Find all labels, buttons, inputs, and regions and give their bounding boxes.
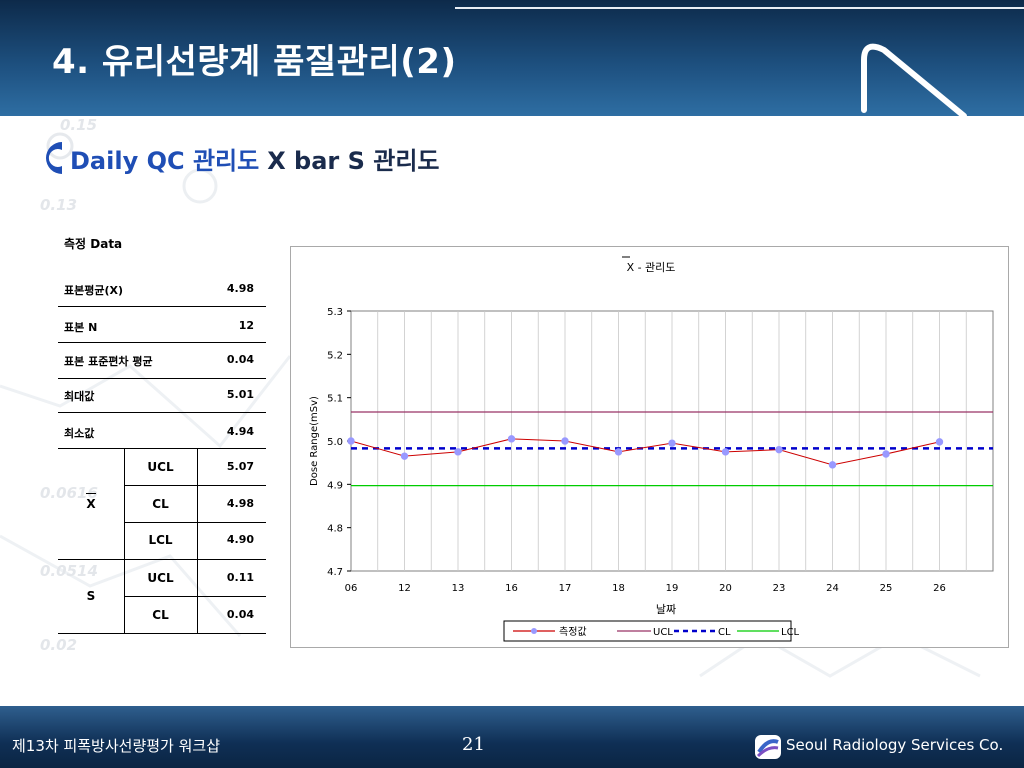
table-heading: 측정 Data [64,237,123,251]
x-tick-label: 06 [345,583,358,594]
y-tick-label: 4.7 [327,567,343,578]
y-tick-label: 4.8 [327,524,343,535]
x-tick-label: 24 [826,583,839,594]
s-cl-row: CL 0.04 [124,597,266,633]
x-tick-label: 12 [398,583,411,594]
x-tick-label: 16 [505,583,518,594]
xbar-group-label: X [86,497,96,511]
legend-label: CL [718,627,731,638]
limit-value: 0.04 [226,608,254,621]
table-row: 표본평균(X) 4.98 [58,266,266,307]
legend-label: UCL [653,627,673,638]
row-label: 표본 N [64,321,98,334]
x-axis-title: 날짜 [656,603,676,616]
table-divider [124,449,125,559]
legend-label: 측정값 [559,626,587,638]
row-value: 12 [238,319,254,332]
limit-value: 0.11 [226,571,254,584]
data-point [561,437,569,445]
background-number: 0.15 [60,116,98,134]
background-number: 0.0616 [40,484,98,502]
x-tick-label: 25 [880,583,893,594]
section-heading: Daily QC 관리도 X bar S 관리도 [36,138,440,178]
data-point [614,448,623,456]
data-point [454,448,462,456]
legend-label: LCL [781,627,800,638]
limit-value: 5.07 [226,460,254,473]
limit-label: CL [152,497,169,511]
data-point [721,448,730,456]
data-point [668,439,676,447]
y-axis-title: Dose Range(mSv) [309,396,320,486]
xbar-cl-row: CL 4.98 [124,486,266,523]
xbar-lcl-row: LCL 4.90 [124,522,266,558]
company-logo-icon [755,735,781,759]
s-group-label: S [86,589,96,603]
table-row: 최소값 4.94 [58,413,266,449]
x-tick-label: 19 [666,583,679,594]
data-point [507,435,516,443]
background-number: 0.02 [40,636,78,654]
xbar-overline [86,493,96,494]
limit-value: 4.98 [226,497,254,510]
table-row: 표본 N 12 [58,307,266,343]
limit-label: UCL [147,460,174,474]
row-value: 5.01 [226,388,254,401]
table-row: 표본 표준편차 평균 0.04 [58,343,266,379]
table-divider [197,449,198,559]
row-label: 표본평균(X) [64,284,124,297]
row-value: 4.94 [226,425,254,438]
slide-title: 4. 유리선량계 품질관리(2) [52,42,457,82]
limit-label: CL [152,608,169,622]
s-ucl-row: UCL 0.11 [124,560,266,597]
background-number: 0.13 [40,196,78,214]
legend-marker [531,628,537,634]
data-point [775,445,783,454]
y-tick-label: 5.2 [327,350,343,361]
row-label: 표본 표준편차 평균 [64,355,153,368]
section-title-xbar-s: X bar S 관리도 [267,146,440,175]
y-tick-label: 4.9 [327,480,343,491]
header-swoosh-decoration [861,43,967,116]
chart-title: X - 관리도 [627,261,676,274]
limit-value: 4.90 [226,533,254,546]
background-number: 0.0514 [40,562,98,580]
header-line [455,7,1024,9]
limit-label: LCL [148,533,173,547]
x-tick-label: 26 [933,583,946,594]
x-tick-label: 20 [719,583,732,594]
xbar-control-chart: X - 관리도 5.3 5.2 5.1 5.0 4.9 4.8 4.7 06 12 13 16 17 18… [290,246,1009,648]
table-row: 최대값 5.01 [58,379,266,413]
series-measured-line [350,438,940,466]
x-tick-label: 13 [452,583,465,594]
data-point [347,437,355,445]
row-label: 최대값 [64,390,95,403]
x-tick-label: 17 [559,583,572,594]
s-limits-block: S UCL 0.11 CL 0.04 [58,560,266,634]
row-value: 0.04 [226,353,254,366]
y-tick-label: 5.0 [327,437,343,448]
xbar-ucl-row: UCL 5.07 [124,449,266,486]
footer-bar: 제13차 피폭방사선량평가 워크샵 21 Seoul Radiology Ser… [0,706,1024,768]
y-tick-label: 5.3 [327,307,343,318]
x-tick-label: 23 [773,583,786,594]
row-label: 최소값 [64,427,95,440]
y-tick-label: 5.1 [327,394,343,405]
company-name: Seoul Radiology Services Co. [786,736,1004,754]
limit-label: UCL [147,571,174,585]
c-bracket-icon [46,142,62,174]
section-title-daily-qc: Daily QC 관리도 [70,146,260,175]
chart-canvas: X - 관리도 5.3 5.2 5.1 5.0 4.9 4.8 4.706 12 13 16 17 18… [309,256,994,642]
data-point [828,461,837,469]
footer-workshop-name: 제13차 피폭방사선량평가 워크샵 [12,737,221,755]
page-number: 21 [462,734,485,755]
row-value: 4.98 [226,282,254,295]
data-point [935,438,944,446]
data-point [400,452,409,460]
data-point [882,450,890,458]
xbar-limits-block: X UCL 5.07 CL 4.98 LCL 4.90 [58,449,266,560]
x-tick-label: 18 [612,583,625,594]
header-bar: 4. 유리선량계 품질관리(2) [0,0,1024,116]
